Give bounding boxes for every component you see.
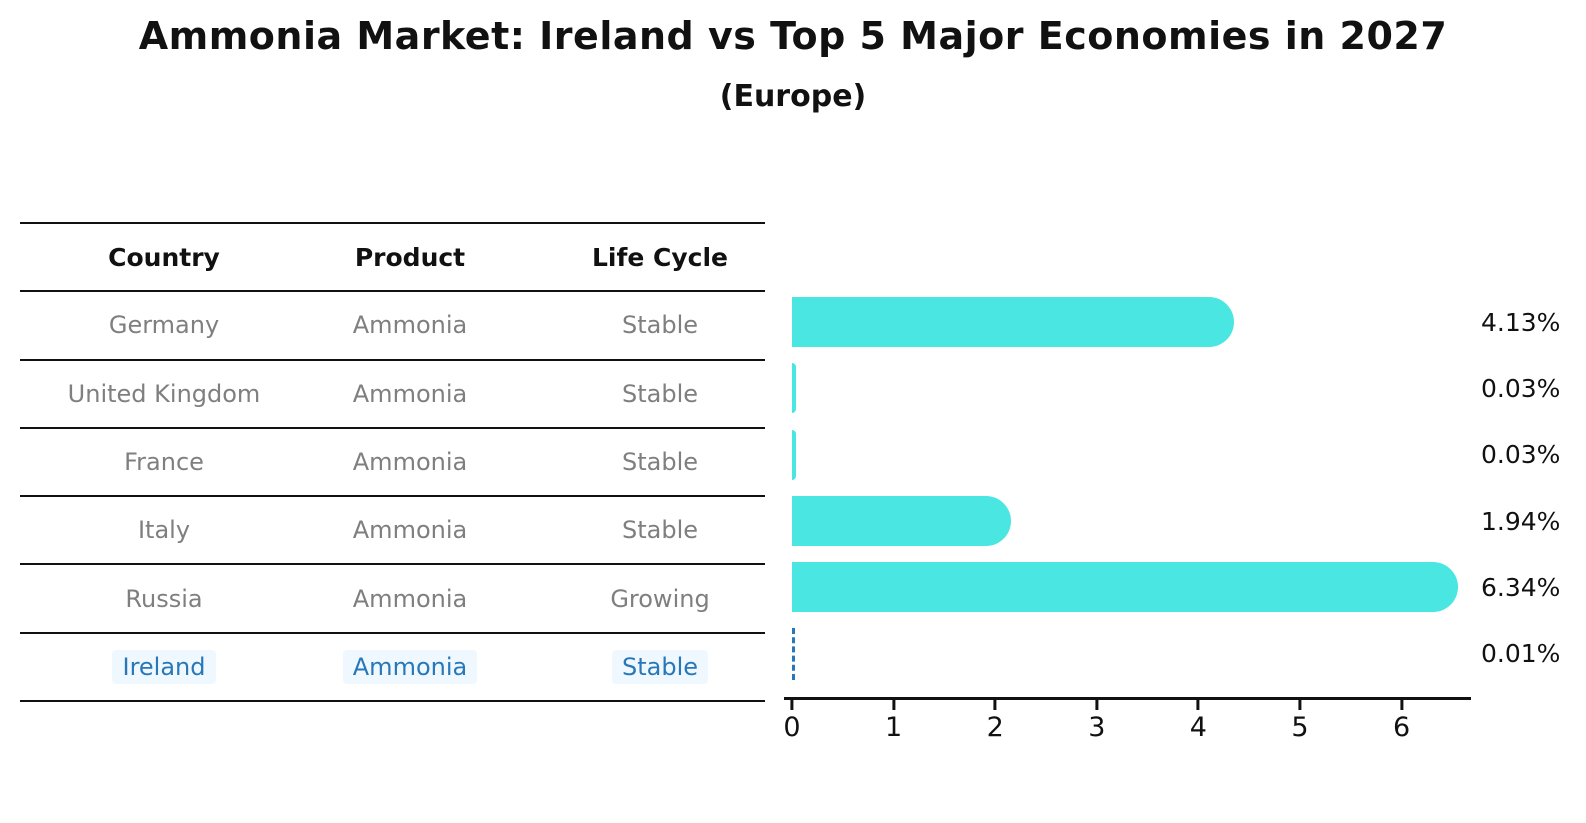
tick-mark [1298,700,1302,710]
product-cell: Ammonia [310,292,510,358]
tick-mark [1196,700,1200,710]
column-header-product-label: Product [354,242,466,272]
plot-area: 4.13% 0.03% 0.03% 1.94% 6.34% 0.01% [784,289,1560,687]
life-cycle-cell: Stable [560,497,760,563]
product-cell: Ammonia [310,634,510,700]
bar-row-russia: 6.34% [784,554,1560,620]
product-value: Ammonia [352,448,468,477]
bar-value-label: 0.03% [1481,373,1561,403]
bar-row-united-kingdom: 0.03% [784,355,1560,421]
x-tick-1: 1 [885,700,902,743]
life-cycle-value: Stable [621,379,699,408]
tick-label: 0 [783,712,801,743]
table-row-russia: Russia Ammonia Growing [20,565,765,634]
country-value: Germany [108,311,220,340]
country-cell: Italy [54,497,274,563]
life-cycle-value: Stable [611,649,709,684]
product-cell: Ammonia [310,497,510,563]
tick-label: 3 [1088,712,1106,743]
country-value: Ireland [112,649,216,684]
ireland-zero-dashed-marker [792,627,795,680]
tick-label: 1 [885,712,903,743]
column-header-life-cycle-label: Life Cycle [591,242,729,272]
x-tick-4: 4 [1190,700,1207,743]
x-tick-3: 3 [1088,700,1105,743]
table-row-germany: Germany Ammonia Stable [20,292,765,361]
table-row-united-kingdom: United Kingdom Ammonia Stable [20,361,765,429]
page-title: Ammonia Market: Ireland vs Top 5 Major E… [138,14,1448,58]
table-row-france: France Ammonia Stable [20,429,765,498]
bar-row-ireland: 0.01% [784,621,1560,687]
bar-germany [792,297,1234,347]
product-value: Ammonia [352,516,468,545]
tick-label: 2 [986,712,1004,743]
tick-mark [790,700,794,710]
column-header-country: Country [54,224,274,290]
bar-value-label: 4.13% [1481,307,1561,337]
horizontal-bar-chart: 4.13% 0.03% 0.03% 1.94% 6.34% 0.01% [783,289,1560,759]
tick-mark [993,700,997,710]
bar-united-kingdom [792,363,796,414]
bar-value-label: 6.34% [1481,572,1561,602]
tick-label: 4 [1189,712,1207,743]
page-subtitle: (Europe) [719,79,867,114]
column-header-product: Product [310,224,510,290]
table-header-row: Country Product Life Cycle [20,224,765,293]
life-cycle-value: Growing [610,584,710,613]
table-row-italy: Italy Ammonia Stable [20,497,765,566]
x-tick-5: 5 [1291,700,1309,743]
product-cell: Ammonia [310,429,510,495]
product-value: Ammonia [352,584,468,613]
bar-italy [792,495,1011,546]
life-cycle-cell: Stable [560,292,760,358]
life-cycle-cell: Growing [560,565,760,631]
country-value: Russia [125,584,203,613]
product-value: Ammonia [352,379,468,408]
life-cycle-cell: Stable [560,361,760,427]
tick-mark [892,700,896,710]
tick-mark [1095,700,1099,710]
life-cycle-cell: Stable [560,634,760,700]
life-cycle-cell: Stable [560,429,760,495]
product-cell: Ammonia [310,361,510,427]
country-cell: United Kingdom [54,361,274,427]
country-cell: France [54,429,274,495]
x-tick-0: 0 [783,700,801,743]
x-tick-2: 2 [987,700,1004,743]
table-row-ireland-highlighted: Ireland Ammonia Stable [20,634,765,703]
bar-value-label: 0.01% [1481,639,1561,669]
x-tick-6: 6 [1393,700,1410,743]
bar-row-italy: 1.94% [784,488,1560,554]
bar-row-france: 0.03% [784,422,1560,488]
tick-label: 5 [1291,712,1309,743]
country-table: Country Product Life Cycle Germany Ammon… [20,222,765,703]
country-cell: Germany [54,292,274,358]
x-axis-line [784,697,1471,700]
product-value: Ammonia [352,311,468,340]
bar-france [792,429,796,480]
bar-row-germany: 4.13% [784,289,1560,355]
bar-russia [792,562,1458,613]
bar-value-label: 1.94% [1481,506,1561,536]
product-value: Ammonia [342,649,478,684]
country-value: United Kingdom [67,379,261,408]
country-value: Italy [137,516,191,545]
column-header-life-cycle: Life Cycle [560,224,760,290]
country-cell: Ireland [54,634,274,700]
life-cycle-value: Stable [621,311,699,340]
tick-mark [1400,700,1404,710]
life-cycle-value: Stable [621,448,699,477]
column-header-country-label: Country [108,242,220,272]
country-cell: Russia [54,565,274,631]
product-cell: Ammonia [310,565,510,631]
life-cycle-value: Stable [621,516,699,545]
tick-label: 6 [1393,712,1411,743]
country-value: France [124,448,204,477]
bar-value-label: 0.03% [1481,440,1561,470]
